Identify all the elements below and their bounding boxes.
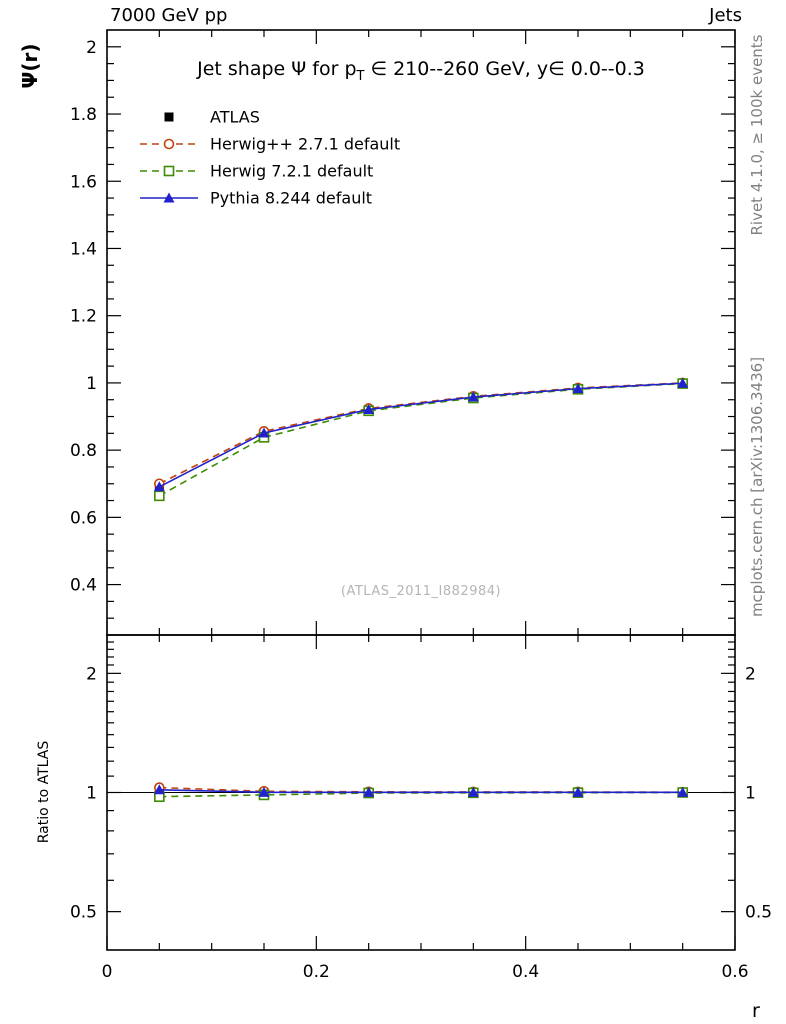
svg-text:2: 2 (86, 38, 97, 58)
svg-text:1: 1 (86, 374, 97, 394)
header-analysis-group-label: Jets (709, 5, 742, 26)
svg-text:2: 2 (745, 664, 756, 684)
svg-text:Herwig 7.2.1 default: Herwig 7.2.1 default (210, 162, 373, 181)
svg-text:1.4: 1.4 (70, 239, 97, 259)
header-beam-label: 7000 GeV pp (110, 5, 228, 26)
plot-title-post: ∈ 210--260 GeV, y∈ 0.0--0.3 (364, 58, 645, 80)
svg-text:1.6: 1.6 (70, 172, 97, 192)
svg-text:0.2: 0.2 (303, 962, 330, 982)
svg-text:1: 1 (86, 784, 97, 804)
svg-text:1: 1 (745, 784, 756, 804)
svg-text:ATLAS: ATLAS (210, 108, 260, 127)
mcplots-reference-note: mcplots.cern.ch [arXiv:1306.3436] (748, 356, 766, 618)
svg-text:1.8: 1.8 (70, 105, 97, 125)
svg-text:0.5: 0.5 (745, 903, 772, 923)
tick-labels: 0.4 0.6 0.8 1 1.2 1.4 1.6 1.8 2 0.5 0.5 1 1 2 2 0 0.2 0.4… (70, 38, 772, 982)
plot-title: Jet shape Ψ for pT ∈ 210--260 GeV, y∈ 0.… (107, 58, 735, 84)
svg-text:1.2: 1.2 (70, 307, 97, 327)
y-axis-label-ratio: Ratio to ATLAS (36, 740, 52, 844)
rivet-version-note: Rivet 4.1.0, ≥ 100k events (748, 34, 766, 236)
svg-text:0.5: 0.5 (70, 903, 97, 923)
y-axis-label-main: Ψ(r) (18, 43, 42, 89)
panel-frames (106, 29, 736, 951)
axis-ticks (106, 30, 736, 950)
svg-text:0.6: 0.6 (721, 962, 748, 982)
main-panel-series (153, 377, 689, 502)
plot-title-pre: Jet shape Ψ for p (197, 58, 357, 80)
svg-text:Pythia 8.244 default: Pythia 8.244 default (210, 189, 372, 208)
svg-text:2: 2 (86, 664, 97, 684)
svg-text:Herwig++ 2.7.1 default: Herwig++ 2.7.1 default (210, 135, 400, 154)
ratio-panel-series (153, 782, 689, 802)
svg-text:0.6: 0.6 (70, 508, 97, 528)
svg-text:0.8: 0.8 (70, 441, 97, 461)
x-axis-label: r (752, 1000, 760, 1022)
legend: ATLAS Herwig++ 2.7.1 default Herwig 7.2.1 … (140, 108, 400, 208)
analysis-id-watermark: (ATLAS_2011_I882984) (340, 584, 502, 599)
plot-title-subscript: T (356, 68, 365, 84)
svg-text:0.4: 0.4 (70, 576, 97, 596)
svg-text:0: 0 (102, 962, 113, 982)
svg-text:0.4: 0.4 (512, 962, 539, 982)
